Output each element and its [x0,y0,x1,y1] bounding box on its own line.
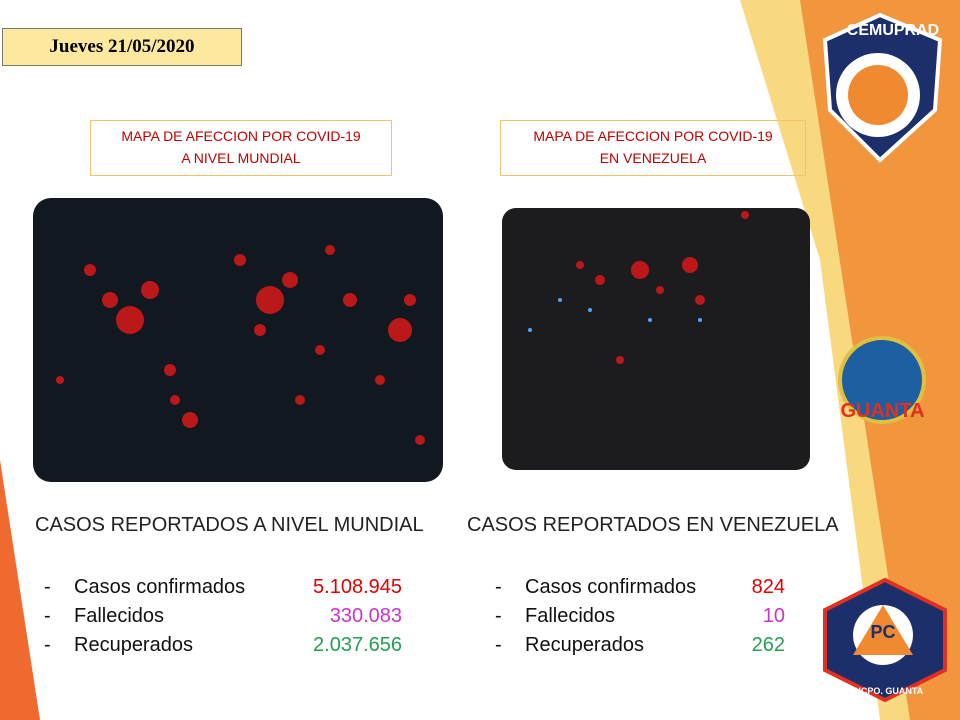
case-value: 330.083 [329,605,402,627]
case-label: Casos confirmados [525,576,697,598]
case-item: - Fallecidos 330.083 [44,605,402,634]
caption-line: EN VENEZUELA [599,150,707,166]
map-caption: MAPA DE AFECCION POR COVID-19 A NIVEL MU… [90,120,392,176]
case-value: 262 [751,634,785,656]
case-value: 5.108.945 [313,576,402,598]
logo-text: PC [870,622,896,642]
case-item: - Recuperados 262 [495,634,785,663]
section-heading: CASOS REPORTADOS A NIVEL MUNDIAL [35,514,424,536]
case-value: 10 [762,605,785,627]
caption-line: MAPA DE AFECCION POR COVID-19 [121,128,361,144]
case-item: - Casos confirmados 824 [495,576,785,605]
case-item: - Fallecidos 10 [495,605,785,634]
case-list: - Casos confirmados 824 - Fallecidos 10 - Recup… [495,576,785,663]
case-label: Casos confirmados [74,576,246,598]
case-list: - Casos confirmados 5.108.945 - Fallecidos 33… [44,576,402,663]
map-caption: MAPA DE AFECCION POR COVID-19 EN VENEZUE… [500,120,806,176]
bullet-dash: - [495,576,502,598]
caption-line: A NIVEL MUNDIAL [181,150,301,166]
bullet-dash: - [44,605,51,627]
bullet-dash: - [495,634,502,656]
bullet-dash: - [44,576,51,598]
case-label: Recuperados [525,634,644,656]
date-box: Jueves 21/05/2020 [2,28,242,66]
case-label: Fallecidos [74,605,165,627]
case-label: Recuperados [74,634,193,656]
logo-text: GUANTA [840,400,925,422]
case-item: - Casos confirmados 5.108.945 [44,576,402,605]
caption-line: MAPA DE AFECCION POR COVID-19 [533,128,773,144]
section-heading: CASOS REPORTADOS EN VENEZUELA [467,514,839,536]
bullet-dash: - [495,605,502,627]
case-label: Fallecidos [525,605,616,627]
case-item: - Recuperados 2.037.656 [44,634,402,663]
case-value: 824 [751,576,785,598]
bullet-dash: - [44,634,51,656]
logo-text: CEMUPRAD [846,22,940,39]
logo-text: MNCPO. GUANTA [846,686,924,696]
case-value: 2.037.656 [313,634,402,656]
